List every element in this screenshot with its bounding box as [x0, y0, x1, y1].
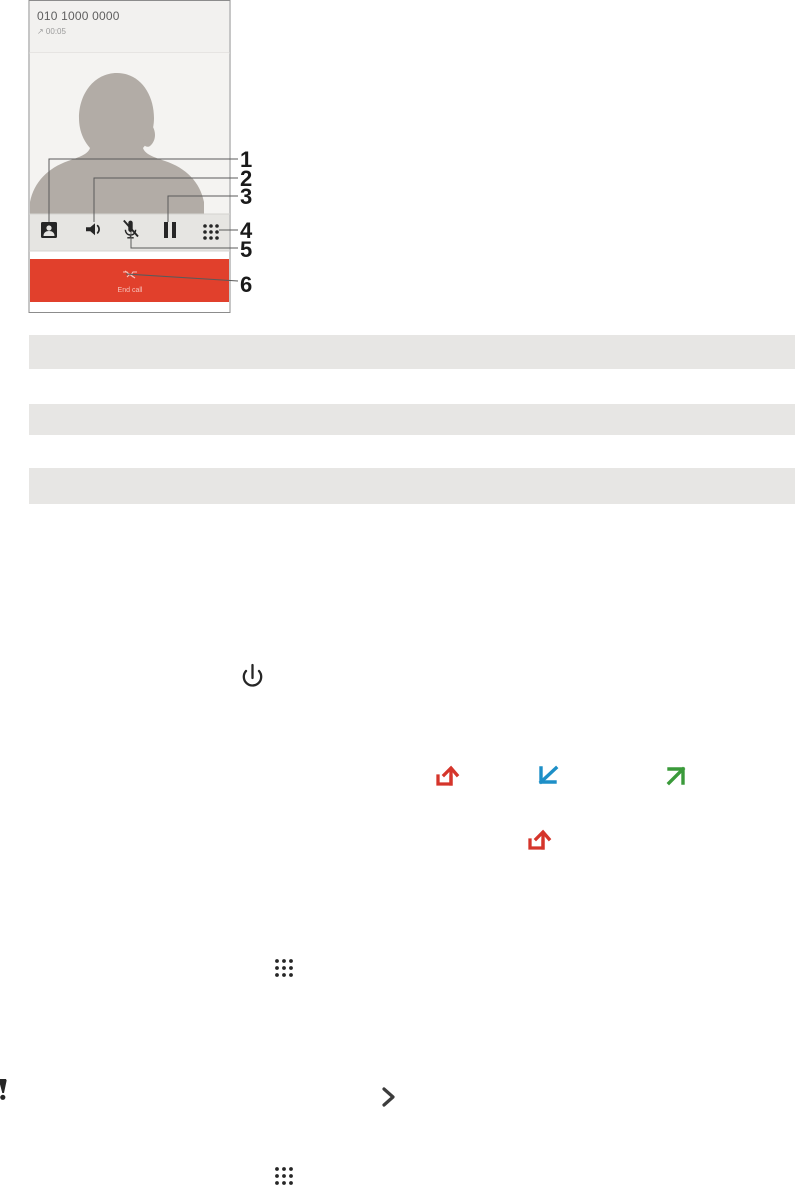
svg-text:5: 5	[240, 237, 252, 262]
svg-text:6: 6	[240, 272, 252, 297]
svg-text:↗ 00:05: ↗ 00:05	[37, 27, 66, 36]
svg-text:3: 3	[240, 184, 252, 209]
svg-text:010 1000 0000: 010 1000 0000	[37, 9, 120, 23]
svg-text:End call: End call	[118, 287, 143, 294]
